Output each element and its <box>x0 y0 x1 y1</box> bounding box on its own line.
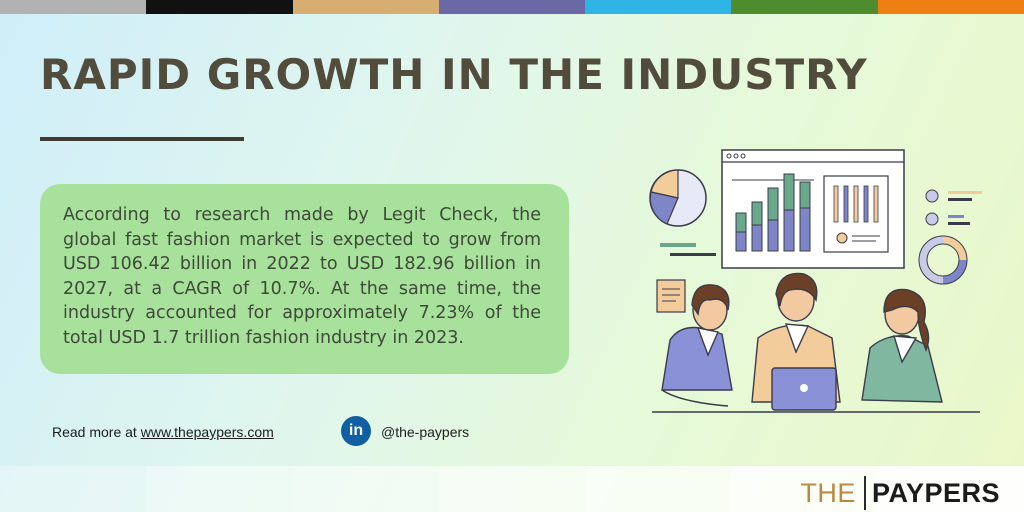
page-title: RAPID GROWTH IN THE INDUSTRY <box>40 50 868 99</box>
stripe-segment <box>731 0 878 14</box>
stripe-segment <box>438 0 586 14</box>
brand-divider <box>863 476 866 510</box>
read-more-label: Read more at <box>52 424 137 440</box>
bottom-strip <box>0 466 1024 512</box>
brand-logo: THE PAYPERS <box>800 476 1000 510</box>
read-more: Read more at www.thepaypers.com <box>52 424 274 440</box>
person-right <box>861 288 943 403</box>
title-underline <box>40 137 244 141</box>
info-card-text: According to research made by Legit Chec… <box>63 205 541 348</box>
stripe-segment <box>146 0 293 14</box>
stripe-segment <box>292 0 439 14</box>
brand-paypers: PAYPERS <box>871 477 1000 508</box>
laptop-icon <box>771 367 837 411</box>
website-link[interactable]: www.thepaypers.com <box>140 424 274 440</box>
legend-bar <box>660 243 696 247</box>
stripe-segment <box>877 0 1024 14</box>
linkedin-handle[interactable]: @the-paypers <box>381 424 470 440</box>
color-stripe-bar <box>0 0 1024 14</box>
linkedin-icon[interactable]: in <box>341 416 371 446</box>
brand-the: THE <box>800 477 856 508</box>
stripe-segment <box>0 0 147 14</box>
note-icon <box>656 279 686 313</box>
donut-chart-icon <box>918 235 968 285</box>
pie-chart-icon <box>649 169 707 227</box>
info-card: According to research made by Legit Chec… <box>40 184 569 374</box>
dashboard-window-icon <box>721 149 905 269</box>
person-left <box>661 284 733 407</box>
stripe-segment <box>585 0 732 14</box>
team-dashboard-illustration <box>649 149 982 413</box>
